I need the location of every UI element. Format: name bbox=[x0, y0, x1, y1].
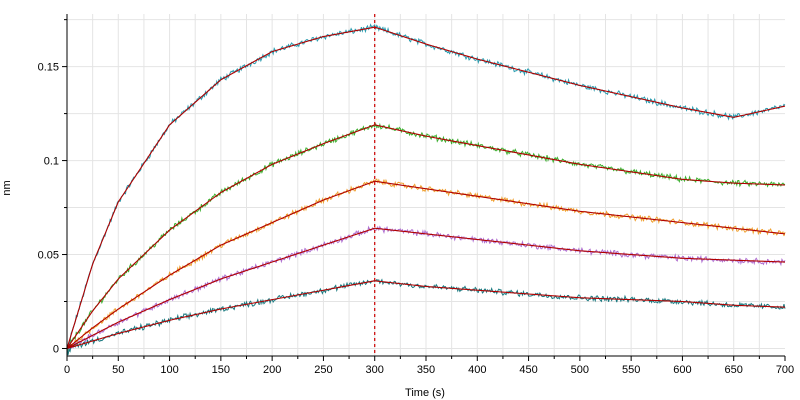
x-tick-label: 600 bbox=[673, 364, 691, 376]
x-tick-label: 300 bbox=[366, 364, 384, 376]
x-tick-label: 100 bbox=[160, 364, 178, 376]
fit-curve-3 bbox=[66, 180, 786, 349]
y-tick-label: 0.1 bbox=[44, 156, 59, 168]
x-tick-labels: 0 50 100 150 200 250 300 350 400 450 500 550 600 650 7… bbox=[64, 364, 794, 376]
x-tick-label: 650 bbox=[725, 364, 743, 376]
x-tick-label: 450 bbox=[519, 364, 537, 376]
x-tick-label: 200 bbox=[263, 364, 281, 376]
y-axis-title: nm bbox=[1, 180, 13, 195]
x-tick-label: 50 bbox=[112, 364, 124, 376]
series-trace-4 bbox=[66, 225, 786, 354]
fit-group bbox=[66, 26, 786, 350]
x-axis-title: Time (s) bbox=[405, 387, 445, 399]
fit-curve-5 bbox=[66, 280, 786, 350]
fit-curve-4 bbox=[66, 227, 786, 349]
x-tick-label: 500 bbox=[571, 364, 589, 376]
y-tick-label: 0.05 bbox=[38, 250, 59, 262]
x-tick-label: 0 bbox=[64, 364, 70, 376]
series-trace-2 bbox=[66, 122, 786, 352]
x-tick-label: 400 bbox=[468, 364, 486, 376]
fit-curve-2 bbox=[66, 124, 786, 349]
x-tick-label: 150 bbox=[212, 364, 230, 376]
fit-curve-1 bbox=[66, 26, 786, 349]
x-tick-label: 550 bbox=[622, 364, 640, 376]
y-tick-labels: 0 0.05 0.1 0.15 bbox=[38, 62, 59, 356]
x-tick-label: 250 bbox=[314, 364, 332, 376]
grid bbox=[67, 14, 785, 356]
y-tick-label: 0.15 bbox=[38, 62, 59, 74]
y-tick-label: 0 bbox=[53, 343, 59, 355]
x-tick-label: 700 bbox=[776, 364, 794, 376]
x-tick-label: 350 bbox=[417, 364, 435, 376]
axes bbox=[62, 14, 786, 361]
